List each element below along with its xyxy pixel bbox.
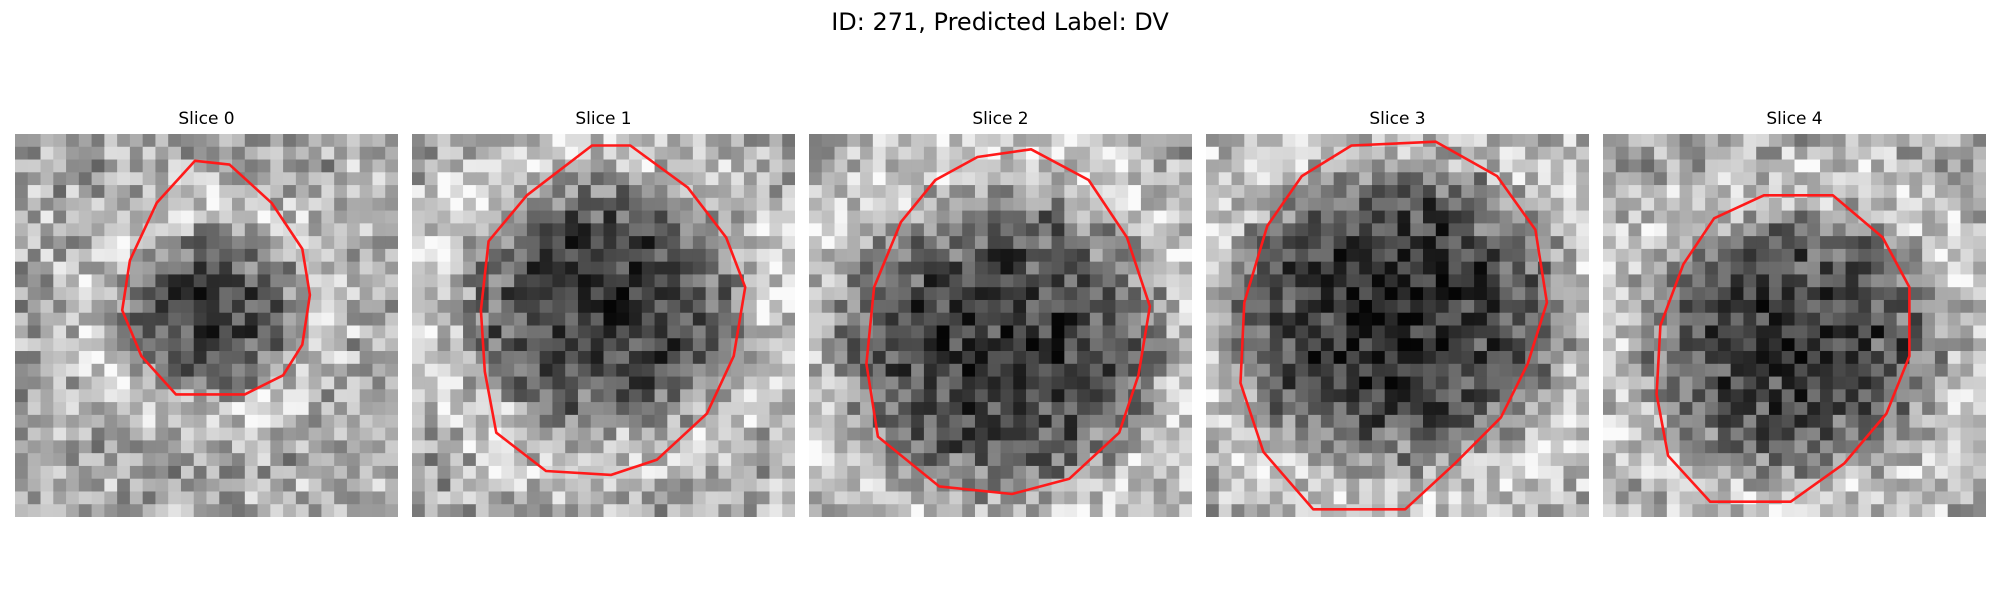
slice-panel-2: Slice 2 xyxy=(809,108,1192,517)
slice-panel-0: Slice 0 xyxy=(15,108,398,517)
slice-panel-3: Slice 3 xyxy=(1206,108,1589,517)
slice-panel-1: Slice 1 xyxy=(412,108,795,517)
segmentation-contour xyxy=(1655,193,1911,504)
slice-image-1 xyxy=(412,134,795,517)
segmentation-contour xyxy=(865,148,1152,496)
slice-title-0: Slice 0 xyxy=(178,109,235,129)
segmentation-contour xyxy=(120,159,312,396)
slice-title-1: Slice 1 xyxy=(575,109,632,129)
slice-panel-4: Slice 4 xyxy=(1603,108,1986,517)
figure-title: ID: 271, Predicted Label: DV xyxy=(831,8,1169,36)
slice-svg-2 xyxy=(809,134,1192,517)
slice-image-2 xyxy=(809,134,1192,517)
grayscale-pixel-grid xyxy=(809,134,1192,517)
slice-svg-0 xyxy=(15,134,398,517)
segmentation-contour xyxy=(479,144,747,477)
slice-svg-3 xyxy=(1206,134,1589,517)
slice-image-0 xyxy=(15,134,398,517)
slice-title-2: Slice 2 xyxy=(972,109,1029,129)
slice-image-4 xyxy=(1603,134,1986,517)
grayscale-pixel-grid xyxy=(412,134,795,517)
slice-svg-4 xyxy=(1603,134,1986,517)
grayscale-pixel-grid xyxy=(1206,134,1589,517)
segmentation-contour xyxy=(1239,140,1549,511)
slice-image-3 xyxy=(1206,134,1589,517)
slice-svg-1 xyxy=(412,134,795,517)
slice-title-3: Slice 3 xyxy=(1369,109,1426,129)
grayscale-pixel-grid xyxy=(15,134,398,517)
slice-title-4: Slice 4 xyxy=(1766,109,1823,129)
